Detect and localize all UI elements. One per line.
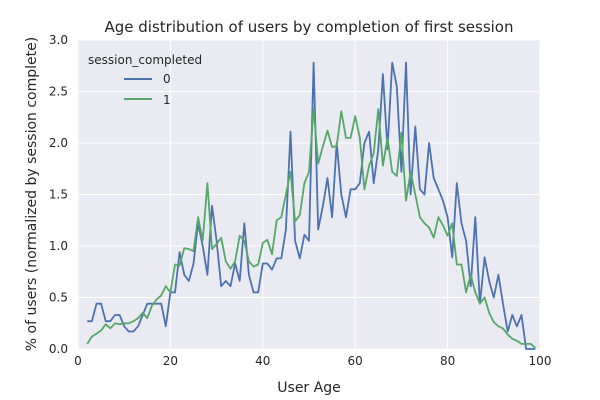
y-tick-label: 2.5 <box>49 85 68 99</box>
legend-label-0: 0 <box>163 72 171 86</box>
x-tick-label: 100 <box>529 354 552 368</box>
y-tick-label: 0.5 <box>49 291 68 305</box>
y-tick-label: 2.0 <box>49 136 68 150</box>
x-tick-label: 0 <box>74 354 82 368</box>
legend-title: session_completed <box>88 53 202 67</box>
y-tick-label: 1.5 <box>49 188 68 202</box>
x-tick-label: 60 <box>348 354 363 368</box>
series-lines <box>86 61 536 350</box>
legend: session_completed 0 1 <box>88 53 202 107</box>
y-tick-label: 0.0 <box>49 342 68 356</box>
series-line-1 <box>86 108 536 349</box>
legend-label-1: 1 <box>163 93 171 107</box>
grid <box>77 39 541 350</box>
y-tick-label: 3.0 <box>49 33 68 47</box>
y-tick-labels: 0.0 0.5 1.0 1.5 2.0 2.5 3.0 <box>49 33 68 356</box>
x-tick-labels: 0 20 40 60 80 100 <box>74 354 551 368</box>
x-tick-label: 20 <box>163 354 178 368</box>
x-axis-label: User Age <box>277 380 340 396</box>
y-tick-label: 1.0 <box>49 239 68 253</box>
y-axis-label: % of users (normalized by session comple… <box>24 37 40 351</box>
x-tick-label: 80 <box>440 354 455 368</box>
x-tick-label: 40 <box>255 354 270 368</box>
chart-title: Age distribution of users by completion … <box>104 18 513 36</box>
